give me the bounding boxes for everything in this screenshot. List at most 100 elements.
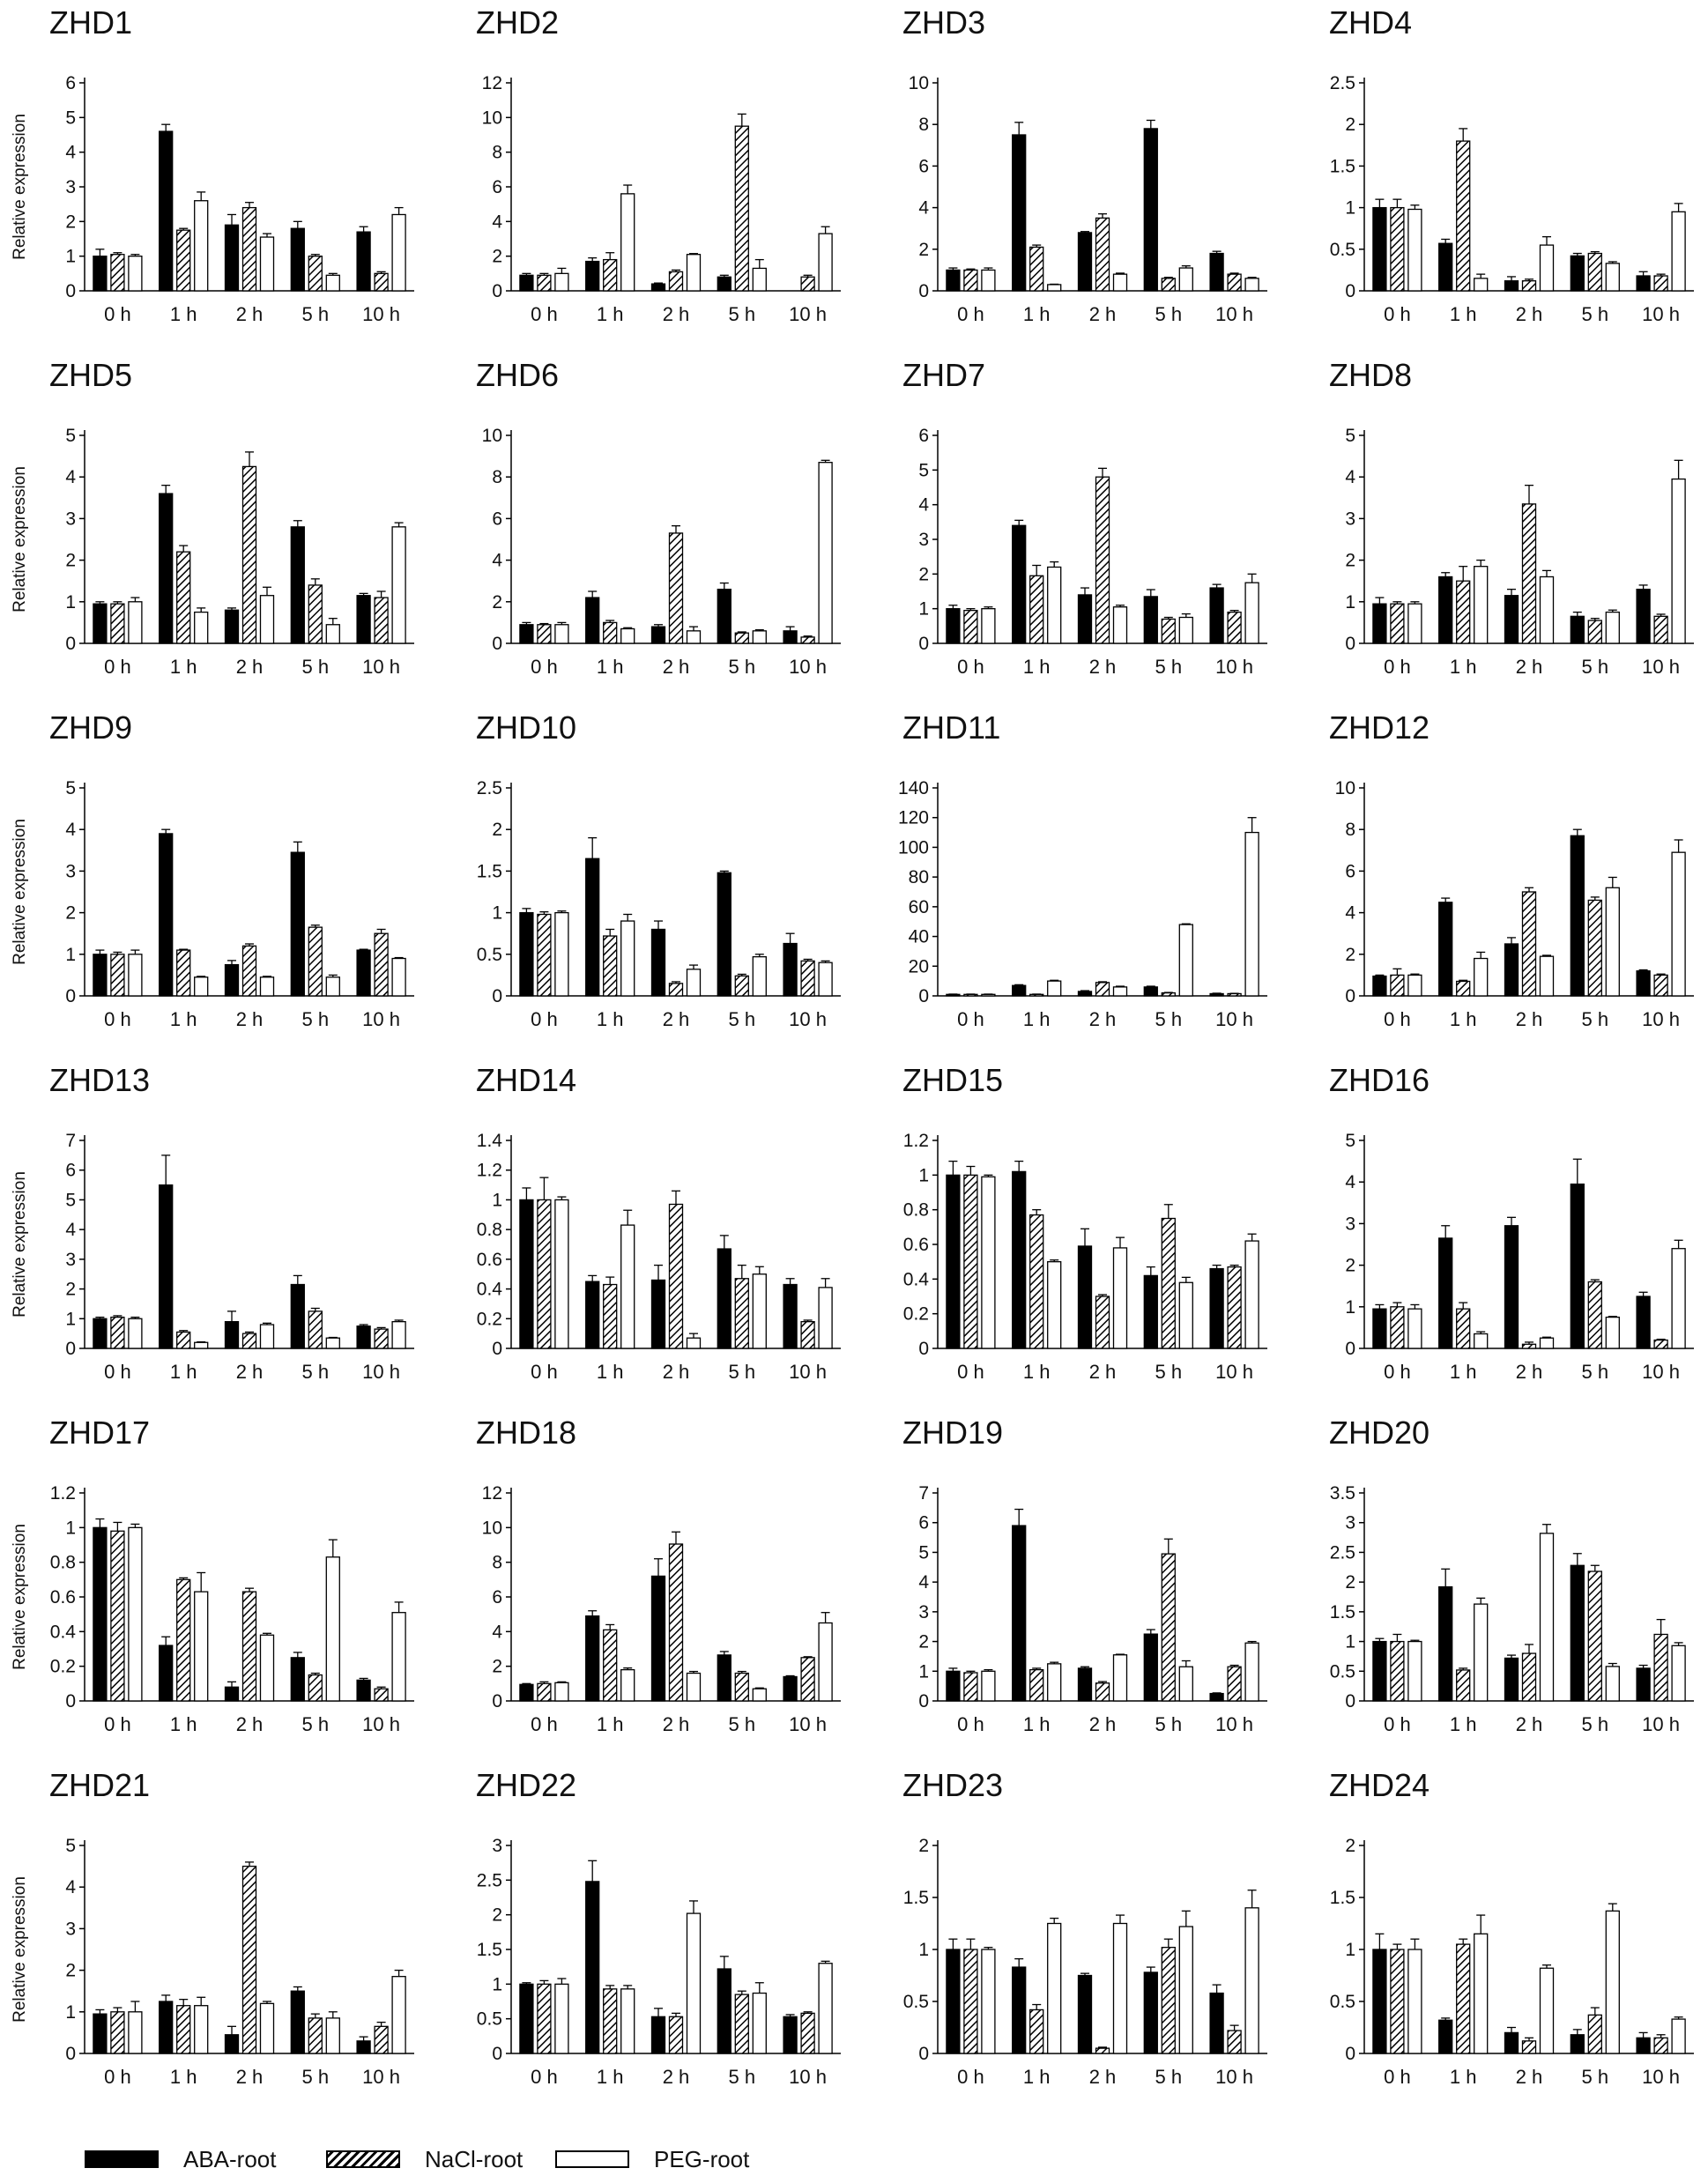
bar xyxy=(224,224,240,292)
bar xyxy=(259,2002,275,2054)
x-tick-label: 10 h xyxy=(1642,1008,1680,1030)
bar xyxy=(93,256,108,292)
bar xyxy=(519,624,534,644)
chart-title: ZHD23 xyxy=(902,1767,1003,1803)
chart-panel: ZHD2 0 2 4 6 8 10 12 0 h 1 h 2 h 5 h 10 h xyxy=(427,0,853,353)
x-tick-label: 2 h xyxy=(663,1008,690,1030)
bar xyxy=(1636,588,1651,644)
y-tick-label: 2 xyxy=(918,1632,929,1652)
bar xyxy=(1209,1992,1224,2054)
y-tick-label: 10 xyxy=(482,426,502,446)
bar xyxy=(946,1949,961,2054)
x-tick-label: 0 h xyxy=(531,1361,558,1383)
bar xyxy=(585,597,600,644)
x-tick-label: 5 h xyxy=(302,1361,330,1383)
bar xyxy=(734,125,749,292)
legend-swatch-nacl xyxy=(326,2150,400,2168)
y-tick-label: 60 xyxy=(909,897,929,917)
bar xyxy=(783,942,798,997)
bar xyxy=(1539,244,1555,292)
y-tick-label: 0 xyxy=(918,634,929,654)
x-tick-label: 1 h xyxy=(170,1361,197,1383)
x-tick-label: 1 h xyxy=(1450,656,1477,678)
y-tick-label: 2 xyxy=(1345,945,1355,965)
bar xyxy=(194,611,209,644)
bar xyxy=(783,2016,798,2054)
bar xyxy=(1504,2031,1519,2054)
y-tick-label: 0 xyxy=(1345,986,1355,1006)
y-axis-label: Relative expression xyxy=(11,466,29,613)
bar xyxy=(176,1331,191,1349)
bar xyxy=(93,603,108,644)
chart-title: ZHD17 xyxy=(49,1414,150,1451)
x-tick-label: 10 h xyxy=(362,1008,400,1030)
bar xyxy=(963,1174,978,1349)
bar xyxy=(1244,1907,1259,2054)
x-tick-label: 10 h xyxy=(1215,1008,1253,1030)
bar xyxy=(110,254,125,292)
bar xyxy=(1438,2019,1453,2054)
bar xyxy=(1227,1266,1242,1349)
bar xyxy=(391,1321,406,1349)
x-tick-label: 5 h xyxy=(1155,656,1183,678)
x-tick-label: 1 h xyxy=(170,1008,197,1030)
legend-label-nacl: NaCl-root xyxy=(425,2145,524,2172)
x-tick-label: 10 h xyxy=(789,1361,827,1383)
chart-panel: ZHD19 0 1 2 3 4 5 6 7 0 h 1 h 2 h 5 h 10 h xyxy=(853,1410,1280,1763)
bar xyxy=(1077,1245,1093,1349)
bar xyxy=(734,1278,749,1349)
chart-panel: ZHD24 0 0.5 1 1.5 2 0 h 1 h 2 h 5 h 10 h xyxy=(1280,1763,1706,2115)
x-tick-label: 1 h xyxy=(597,656,624,678)
bar xyxy=(963,269,978,292)
bar xyxy=(224,609,240,644)
x-tick-label: 5 h xyxy=(302,1008,330,1030)
x-tick-label: 5 h xyxy=(1155,2066,1183,2088)
y-tick-label: 1.2 xyxy=(903,1131,929,1151)
y-tick-label: 0 xyxy=(65,281,76,301)
chart-title: ZHD24 xyxy=(1329,1767,1430,1803)
bar xyxy=(308,256,323,292)
y-tick-label: 2 xyxy=(1345,1836,1355,1856)
bar xyxy=(1390,1306,1405,1349)
bar xyxy=(1504,1657,1519,1702)
bar xyxy=(1407,1308,1422,1349)
x-tick-label: 0 h xyxy=(104,2066,131,2088)
y-tick-label: 0 xyxy=(918,986,929,1006)
chart-panel: ZHD21 Relative expression 0 1 2 3 4 5 0 h 1 h 2 h 5… xyxy=(0,1763,427,2115)
y-tick-label: 4 xyxy=(918,198,929,219)
bar xyxy=(1244,1642,1259,1702)
x-tick-label: 1 h xyxy=(170,656,197,678)
y-tick-label: 12 xyxy=(482,1483,502,1504)
chart-title: ZHD4 xyxy=(1329,4,1412,41)
bar xyxy=(1438,575,1453,644)
bar xyxy=(686,1672,702,1702)
bar xyxy=(1161,1217,1176,1349)
chart-panel: ZHD16 0 1 2 3 4 5 0 h 1 h 2 h 5 h 10 h xyxy=(1280,1058,1706,1410)
bar xyxy=(259,976,275,997)
bar xyxy=(1636,2037,1651,2054)
x-tick-label: 10 h xyxy=(1215,1713,1253,1735)
bar xyxy=(603,1988,618,2054)
bar xyxy=(159,493,174,644)
bar xyxy=(1539,1337,1555,1349)
x-tick-label: 2 h xyxy=(1516,303,1543,325)
bar xyxy=(537,913,552,997)
bar xyxy=(1407,1949,1422,2054)
y-tick-label: 8 xyxy=(492,467,502,487)
chart-panel: ZHD1 Relative expression 0 1 2 3 4 5 6 0 h 1 h 2 h 5… xyxy=(0,0,427,353)
legend-label-aba: ABA-root xyxy=(183,2145,277,2172)
y-tick-label: 120 xyxy=(898,808,929,828)
y-tick-label: 5 xyxy=(65,426,76,446)
bar xyxy=(93,2013,108,2054)
bar-chart: ZHD10 0 0.5 1 1.5 2 2.5 0 h 1 h 2 h 5 h 10 h xyxy=(476,709,841,1030)
bar xyxy=(1372,206,1387,292)
x-tick-label: 2 h xyxy=(663,2066,690,2088)
x-tick-label: 2 h xyxy=(1516,1713,1543,1735)
bar xyxy=(1047,1663,1062,1702)
bar xyxy=(1227,611,1242,644)
bar-chart: ZHD4 0 0.5 1 1.5 2 2.5 0 h 1 h 2 h 5 h 10 h xyxy=(1329,4,1694,325)
y-tick-label: 5 xyxy=(65,1836,76,1856)
y-tick-label: 10 xyxy=(482,108,502,128)
x-tick-label: 10 h xyxy=(362,303,400,325)
y-axis-label: Relative expression xyxy=(11,114,29,260)
